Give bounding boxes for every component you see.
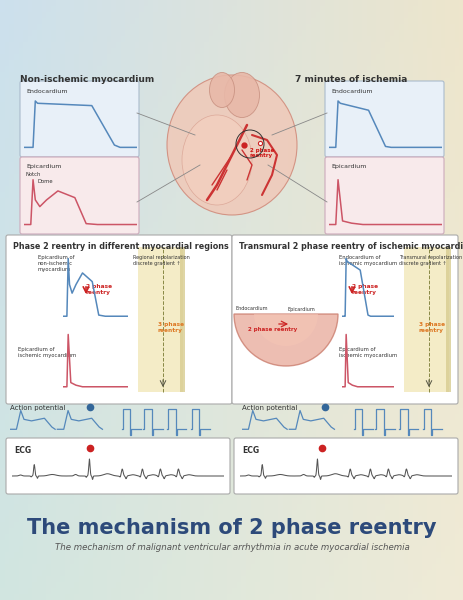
Text: Phase 2 reentry in different myocardial regions: Phase 2 reentry in different myocardial … — [13, 242, 228, 251]
Bar — [445, 247, 450, 392]
Text: Epicardium: Epicardium — [26, 164, 61, 169]
FancyBboxPatch shape — [6, 438, 230, 494]
Text: 2 phase
reentry: 2 phase reentry — [250, 148, 274, 158]
Text: The mechanism of malignant ventricular arrhythmia in acute myocardial ischemia: The mechanism of malignant ventricular a… — [55, 544, 408, 553]
Text: 2 phase
reentry: 2 phase reentry — [351, 284, 377, 295]
Text: Action potential: Action potential — [242, 405, 297, 411]
Text: Epicardium: Epicardium — [288, 307, 315, 311]
FancyBboxPatch shape — [324, 157, 443, 234]
FancyBboxPatch shape — [6, 235, 232, 404]
Text: 3 phase
reentry: 3 phase reentry — [158, 322, 184, 333]
Text: Action potential: Action potential — [10, 405, 65, 411]
Ellipse shape — [209, 73, 234, 107]
Text: Epicardium of
ischemic myocardium: Epicardium of ischemic myocardium — [338, 347, 396, 358]
Text: 3 phase
reentry: 3 phase reentry — [418, 322, 444, 333]
Text: Endocardium: Endocardium — [26, 89, 67, 94]
Text: Non-ischemic myocardium: Non-ischemic myocardium — [20, 75, 154, 84]
Text: 7 minutes of ischemia: 7 minutes of ischemia — [294, 75, 407, 84]
Ellipse shape — [167, 75, 296, 215]
Text: Epicardium: Epicardium — [330, 164, 366, 169]
Text: Epicardium of
non-ischemic
myocardium: Epicardium of non-ischemic myocardium — [38, 255, 75, 272]
Bar — [180, 247, 185, 392]
FancyBboxPatch shape — [324, 81, 443, 157]
Text: Endocardium: Endocardium — [330, 89, 372, 94]
Wedge shape — [233, 314, 337, 366]
Text: Endocardium: Endocardium — [236, 307, 268, 311]
FancyBboxPatch shape — [20, 81, 139, 157]
Text: Regional repolarization
discrete gradient ↑: Regional repolarization discrete gradien… — [133, 255, 189, 266]
Text: The mechanism of 2 phase reentry: The mechanism of 2 phase reentry — [27, 518, 436, 538]
Text: 2 phase reentry: 2 phase reentry — [247, 326, 297, 331]
Text: ECG: ECG — [14, 446, 31, 455]
FancyBboxPatch shape — [233, 438, 457, 494]
Ellipse shape — [224, 73, 259, 118]
Text: 2 phase
reentry: 2 phase reentry — [86, 284, 112, 295]
Ellipse shape — [181, 115, 251, 205]
Text: Epicardium of
ischemic myocardium: Epicardium of ischemic myocardium — [18, 347, 76, 358]
Text: Transmural repolarization
discrete gradient ↑: Transmural repolarization discrete gradi… — [398, 255, 461, 266]
FancyBboxPatch shape — [232, 235, 457, 404]
Wedge shape — [253, 314, 317, 346]
Text: ECG: ECG — [242, 446, 258, 455]
Text: Dome: Dome — [38, 179, 54, 184]
Text: Transmural 2 phase reentry of ischemic myocardium: Transmural 2 phase reentry of ischemic m… — [238, 242, 463, 251]
Bar — [138, 247, 182, 392]
Text: Endocardium of
ischemic myocardium: Endocardium of ischemic myocardium — [338, 255, 396, 266]
Bar — [403, 247, 448, 392]
FancyBboxPatch shape — [20, 157, 139, 234]
Text: Notch: Notch — [26, 172, 41, 177]
